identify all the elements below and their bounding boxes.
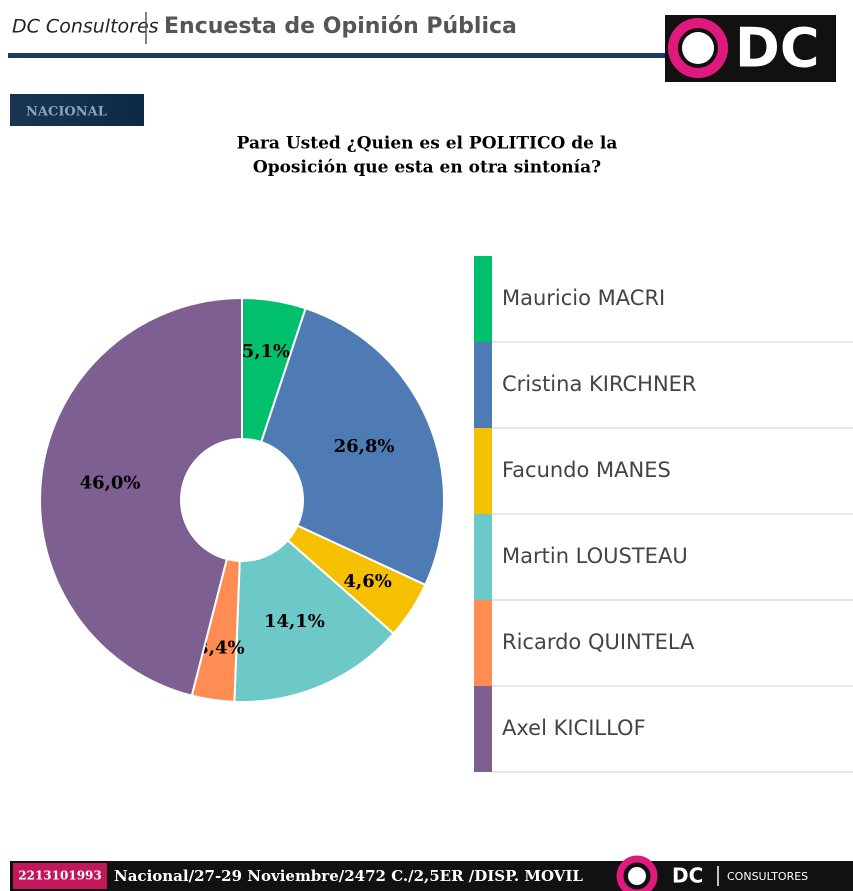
plot: 5,1% 26,8% 4,6% 14,1% 3,4% 46,0% Mauricio MACR… [39,256,853,773]
donut-slice [259,307,445,587]
legend-swatch [474,600,492,686]
chart-title: Para Usted ¿Quien es el POLITICO de la [237,134,618,154]
chart-title: Oposición que esta en otra sintonía? [253,158,601,178]
legend-label: Facundo MANES [502,458,671,482]
legend-swatch [474,686,492,772]
footer-logo-dot [628,867,646,885]
badge-text: NACIONAL [26,105,107,120]
header-rule [8,53,668,58]
legend-label: Martin LOUSTEAU [502,544,688,568]
data-label: 14,1% [264,611,325,632]
logo-ring [668,18,728,78]
legend-swatch [474,256,492,342]
legend-label: Axel KICILLOF [502,716,646,740]
badge [10,94,144,126]
header-title: Encuesta de Opinión Pública [164,14,517,39]
footer-brand: CONSULTORES [727,870,808,883]
logo-dot [682,32,714,64]
legend-swatch [474,428,492,514]
data-label: 46,0% [80,472,141,493]
data-label: 4,6% [343,571,391,592]
legend-swatch [474,342,492,428]
brand: DC Consultores [12,16,159,38]
logo-text: DC [735,17,819,80]
footer-logo: DC [672,864,703,888]
footer-phone: 2213101993 [18,869,102,883]
data-label: 3,4% [196,637,244,658]
legend-label: Mauricio MACRI [502,286,665,310]
legend-label: Cristina KIRCHNER [502,372,697,396]
donut-slice [233,538,395,703]
data-label: 26,8% [334,436,395,457]
data-label: 5,1% [242,341,290,362]
footer-logo-ring [616,855,658,891]
footer-band [10,861,853,891]
legend-label: Ricardo QUINTELA [502,630,695,654]
footer-info: Nacional/27-29 Noviembre/2472 C./2,5ER /… [114,867,583,885]
footer-phone-box [13,863,107,889]
donut-slice [39,296,243,697]
legend-swatch [474,514,492,600]
